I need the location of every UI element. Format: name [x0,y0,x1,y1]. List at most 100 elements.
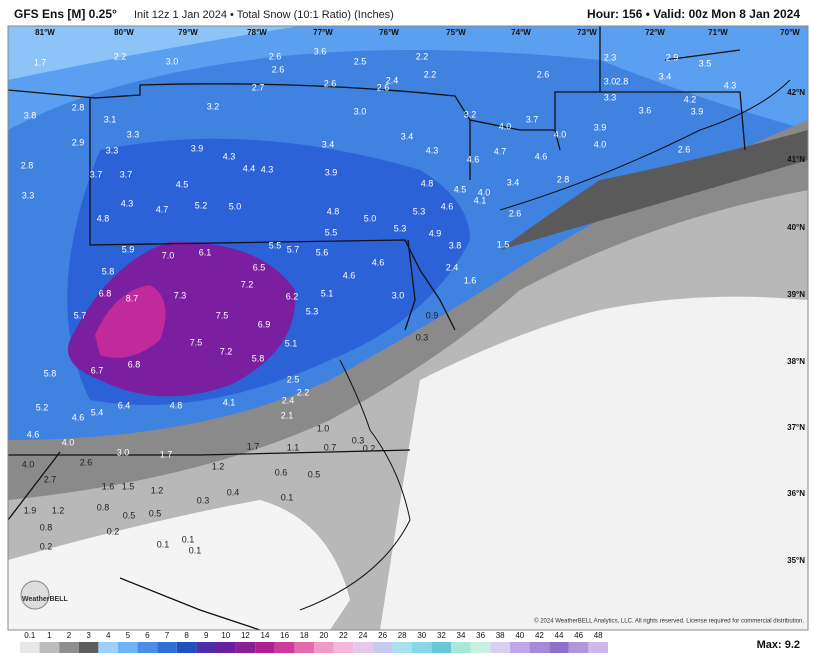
colorbar-swatch [98,642,118,653]
snow-value: 4.6 [467,154,480,164]
colorbar-label: 30 [417,631,426,640]
snow-value: 7.5 [216,310,229,320]
snow-value: 4.0 [22,459,35,469]
snow-value: 2.7 [44,474,57,484]
colorbar-swatch [529,642,550,653]
snow-value: 5.0 [229,201,242,211]
lon-label: 75°W [446,28,466,37]
snow-value: 0.2 [40,541,53,551]
snow-value: 5.3 [413,206,426,216]
colorbar-label: 42 [535,631,544,640]
snow-value: 2.1 [281,410,294,420]
colorbar-label: 24 [359,631,368,640]
title: GFS Ens [M] 0.25° [14,7,117,21]
snow-value: 4.3 [223,151,236,161]
snow-value: 3.6 [639,105,652,115]
colorbar-label: 40 [515,631,524,640]
colorbar-swatch [353,642,373,653]
colorbar-label: 8 [184,631,189,640]
snow-value: 3.0 [604,76,617,86]
no-snow-area [8,500,350,630]
colorbar-swatch [20,642,40,653]
colorbar-label: 10 [221,631,230,640]
snow-value: 4.3 [724,80,737,90]
snow-value: 2.5 [287,374,300,384]
snow-value: 0.1 [182,534,195,544]
snow-value: 5.9 [122,244,135,254]
snow-value: 5.5 [269,240,282,250]
snow-value: 3.9 [691,106,704,116]
snow-value: 5.6 [316,247,329,257]
snow-value: 3.0 [392,290,405,300]
lon-label: 74°W [511,28,531,37]
max-value: Max: 9.2 [757,639,800,651]
snow-value: 2.2 [424,69,437,79]
snow-value: 2.6 [272,64,285,74]
snow-value: 4.7 [156,204,169,214]
max-snow-core [95,285,166,358]
colorbar-label: 12 [241,631,250,640]
snow-value: 3.2 [464,109,477,119]
coastline [499,79,791,211]
snow-value: 3.4 [659,71,672,81]
snow-value: 5.7 [74,310,87,320]
snow-value: 3.4 [507,177,520,187]
colorbar-label: 14 [261,631,270,640]
snow-value: 1.7 [34,57,47,67]
snow-value: 1.0 [317,423,330,433]
snow-value: 1.6 [102,481,115,491]
lon-label: 80°W [114,28,134,37]
snow-value: 7.2 [220,346,233,356]
colorbar-swatch [372,642,393,653]
snow-value: 5.1 [285,338,298,348]
logo: WeatherBELL [22,596,68,603]
snow-value: 1.1 [287,442,300,452]
snow-value: 0.2 [107,526,120,536]
snow-value: 1.5 [497,239,510,249]
snow-value: 0.2 [363,443,376,453]
snow-value: 2.6 [324,78,337,88]
snow-value: 5.8 [252,353,265,363]
valid-time: Hour: 156 • Valid: 00z Mon 8 Jan 2024 [587,7,800,21]
snow-value: 2.6 [80,457,93,467]
copyright: © 2024 WeatherBELL Analytics, LLC. All r… [534,618,804,625]
snow-value: 2.6 [377,82,390,92]
snow-value: 5.8 [44,368,57,378]
snow-value: 2.2 [416,51,429,61]
snow-value: 3.0 [117,447,130,457]
snow-value: 6.8 [99,288,112,298]
colorbar-label: 36 [476,631,485,640]
snow-value: 4.3 [426,145,439,155]
snow-value: 3.7 [120,169,133,179]
snow-value: 6.4 [118,400,131,410]
snow-value: 0.1 [281,492,294,502]
snow-value: 3.0 [166,56,179,66]
colorbar-label: 2 [67,631,72,640]
snow-value: 5.1 [321,288,334,298]
colorbar-swatch [510,642,530,653]
snow-value: 3.8 [449,240,462,250]
snow-value: 4.8 [170,400,183,410]
snow-value: 1.5 [122,481,135,491]
snow-value: 1.9 [24,505,37,515]
snow-value: 6.5 [253,262,266,272]
snow-value: 8.7 [126,293,139,303]
snow-value: 0.7 [324,442,337,452]
snow-value: 2.6 [269,51,282,61]
snow-value: 5.5 [325,227,338,237]
colorbar-swatch [118,642,138,653]
colorbar-label: 7 [165,631,170,640]
snow-value: 0.6 [275,467,288,477]
snow-value: 4.3 [261,164,274,174]
snow-value: 0.5 [123,510,136,520]
snow-value: 2.8 [21,160,34,170]
snow-value: 7.0 [162,250,175,260]
snow-value: 5.8 [102,266,115,276]
snow-value: 2.5 [354,56,367,66]
snow-value: 6.8 [128,359,141,369]
logo-icon [20,580,50,610]
map: WeatherBELL © 2024 WeatherBELL Analytics… [7,25,809,631]
snow-value: 4.0 [594,139,607,149]
colorbar-label: 48 [594,631,603,640]
